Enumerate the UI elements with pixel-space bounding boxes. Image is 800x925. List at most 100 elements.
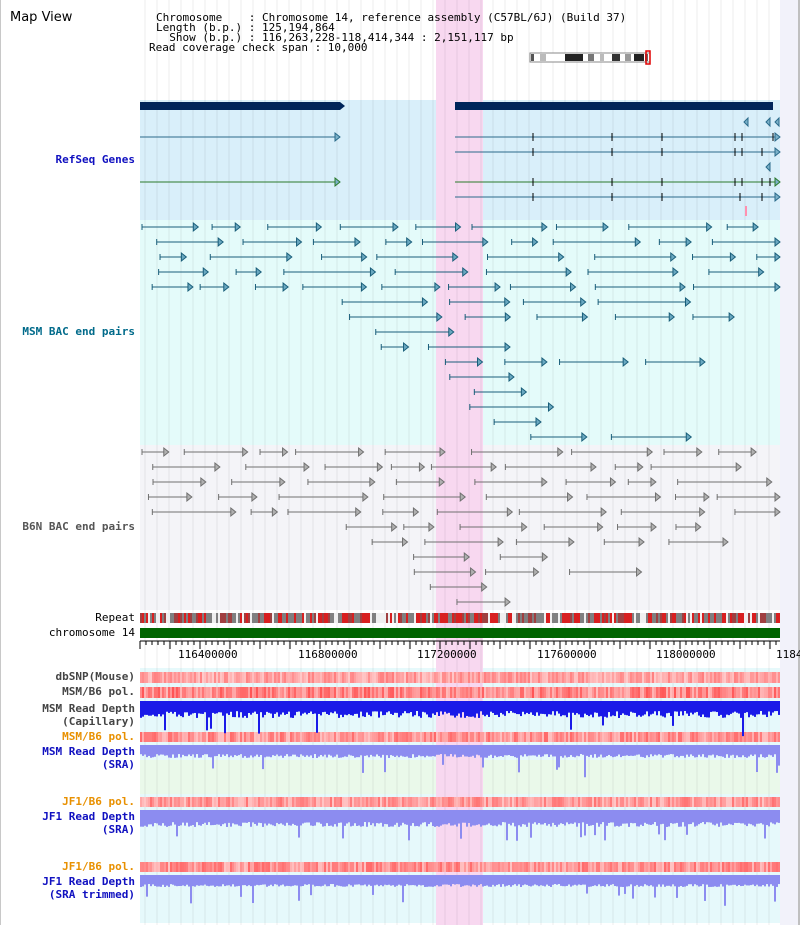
- depth-bar: [442, 701, 444, 715]
- depth-bar: [180, 745, 182, 758]
- repeat-bar: [616, 613, 618, 623]
- depth-bar: [372, 745, 374, 757]
- dbsnp-cell: [584, 672, 586, 683]
- depth-bar: [528, 745, 530, 756]
- pol-cell: [498, 687, 500, 698]
- depth-bar: [564, 701, 566, 716]
- track-label-msm-bac[interactable]: MSM BAC end pairs: [22, 325, 135, 338]
- dbsnp-cell: [670, 672, 672, 683]
- pol-cell: [578, 732, 580, 742]
- pol-cell: [394, 732, 396, 742]
- dbsnp-cell: [598, 672, 600, 683]
- pol-cell: [178, 687, 180, 698]
- pol-cell: [560, 732, 562, 742]
- pol-cell: [686, 862, 688, 872]
- pol-cell: [494, 687, 496, 698]
- depth-bar: [318, 810, 320, 823]
- depth-bar: [396, 745, 398, 756]
- pol-cell: [180, 797, 182, 807]
- repeat-bar: [612, 613, 614, 623]
- repeat-bar: [468, 613, 470, 623]
- depth-bar: [246, 875, 248, 887]
- track-label-msm-pol-2[interactable]: MSM/B6 pol.: [62, 730, 135, 743]
- depth-bar: [520, 745, 522, 756]
- pol-cell: [750, 797, 752, 807]
- repeat-bar: [186, 613, 188, 623]
- pol-cell: [398, 797, 400, 807]
- depth-bar: [290, 701, 292, 718]
- b6n-pair-arrow: [695, 521, 702, 533]
- depth-bar: [766, 701, 768, 718]
- depth-bar: [688, 875, 690, 885]
- pol-cell: [290, 732, 292, 742]
- track-label-b6n-bac[interactable]: B6N BAC end pairs: [22, 520, 135, 533]
- dbsnp-cell: [754, 672, 756, 683]
- depth-bar: [534, 875, 536, 885]
- pol-cell: [516, 862, 518, 872]
- dbsnp-cell: [442, 672, 444, 683]
- repeat-bar: [258, 613, 260, 623]
- depth-bar: [348, 810, 350, 823]
- depth-bar: [560, 701, 562, 717]
- track-label-refseq[interactable]: RefSeq Genes: [55, 153, 135, 166]
- depth-bar: [282, 875, 284, 885]
- pol-cell: [754, 732, 756, 742]
- pol-cell: [562, 862, 564, 872]
- pol-cell: [372, 687, 374, 698]
- pol-cell: [488, 687, 490, 698]
- pol-cell: [708, 687, 710, 698]
- track-label-jf1-depth-trimmed[interactable]: JF1 Read Depth: [42, 875, 135, 888]
- gene-arrow: [774, 191, 781, 203]
- pol-cell: [316, 732, 318, 742]
- depth-bar: [144, 745, 146, 755]
- pol-cell: [142, 687, 144, 698]
- depth-bar: [546, 701, 548, 717]
- track-label-msm-depth-sra[interactable]: MSM Read Depth: [42, 745, 135, 758]
- depth-bar: [262, 810, 264, 827]
- depth-bar: [288, 745, 290, 757]
- pol-cell: [206, 732, 208, 742]
- depth-bar: [586, 745, 588, 756]
- pol-cell: [652, 797, 654, 807]
- track-label-msm-depth-capillary[interactable]: MSM Read Depth: [42, 702, 135, 715]
- pol-cell: [398, 732, 400, 742]
- dbsnp-cell: [634, 672, 636, 683]
- depth-bar: [306, 745, 308, 756]
- repeat-bar: [406, 613, 408, 623]
- depth-bar: [476, 701, 478, 714]
- track-label-jf1-pol[interactable]: JF1/B6 pol.: [62, 795, 135, 808]
- repeat-bar: [736, 613, 738, 623]
- dbsnp-cell: [744, 672, 746, 683]
- depth-bar: [458, 810, 460, 824]
- dbsnp-cell: [570, 672, 572, 683]
- dbsnp-cell: [194, 672, 196, 683]
- depth-bar: [240, 875, 242, 897]
- depth-bar: [608, 745, 610, 755]
- pol-cell: [588, 732, 590, 742]
- depth-bar: [346, 875, 348, 887]
- repeat-bar: [282, 613, 284, 623]
- pol-cell: [728, 732, 730, 742]
- track-label-jf1-pol-2[interactable]: JF1/B6 pol.: [62, 860, 135, 873]
- pol-cell: [378, 797, 380, 807]
- pol-cell: [180, 732, 182, 742]
- msm-pair-arrow: [315, 221, 323, 233]
- depth-bar: [214, 875, 216, 887]
- dbsnp-cell: [536, 672, 538, 683]
- depth-bar: [656, 701, 658, 716]
- pol-cell: [312, 797, 314, 807]
- pol-cell: [506, 687, 508, 698]
- track-label-dbsnp[interactable]: dbSNP(Mouse): [55, 670, 135, 683]
- pol-cell: [464, 862, 466, 872]
- depth-bar: [764, 701, 766, 715]
- depth-bar: [630, 875, 632, 885]
- track-label-msm-pol[interactable]: MSM/B6 pol.: [62, 685, 135, 698]
- depth-bar: [384, 701, 386, 715]
- depth-bar: [678, 701, 680, 716]
- track-label-jf1-depth[interactable]: JF1 Read Depth: [42, 810, 135, 823]
- pol-cell: [750, 732, 752, 742]
- depth-bar: [438, 810, 440, 827]
- repeat-bar: [758, 613, 760, 623]
- msm-pair-arrow: [541, 221, 548, 233]
